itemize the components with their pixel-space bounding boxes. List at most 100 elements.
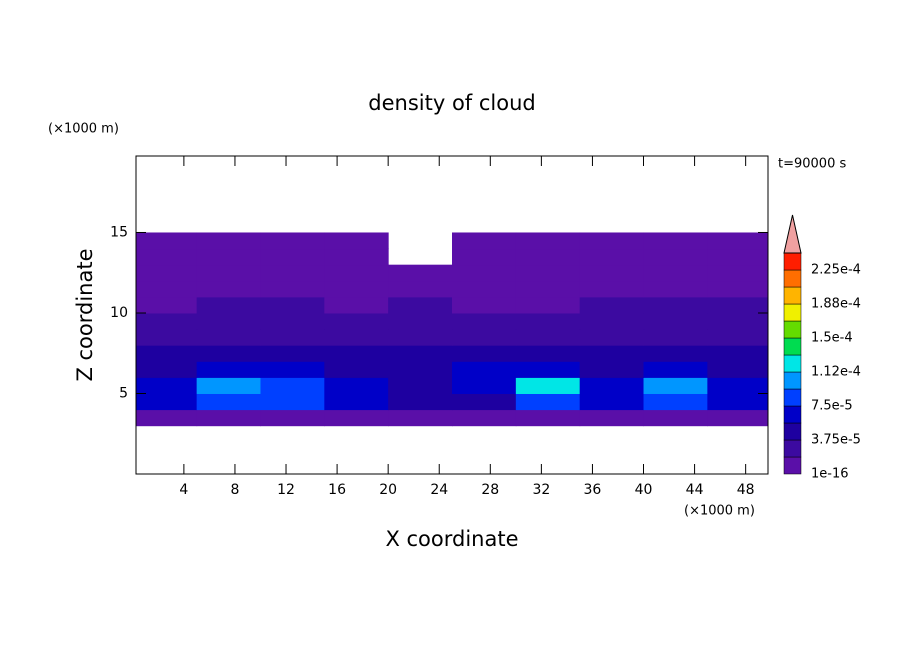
colorbar-band xyxy=(783,303,802,322)
contour-cell xyxy=(136,296,198,314)
contour-cell xyxy=(260,329,325,346)
colorbar-band xyxy=(783,456,802,475)
contour-cell xyxy=(643,409,708,427)
colorbar-band xyxy=(783,422,802,441)
contour-cell xyxy=(452,248,517,266)
colorbar-band xyxy=(783,388,802,407)
colorbar-label: 3.75e-5 xyxy=(811,433,861,448)
contour-cell xyxy=(579,393,645,411)
contour-field xyxy=(136,232,768,427)
colorbar-band xyxy=(783,354,802,373)
contour-cell xyxy=(643,393,708,411)
contour-cell xyxy=(515,264,581,282)
colorbar-band xyxy=(783,286,802,305)
contour-cell xyxy=(452,280,517,298)
contour-cell xyxy=(515,393,581,411)
contour-cell xyxy=(452,377,517,394)
contour-cell xyxy=(136,409,198,427)
contour-cell xyxy=(579,312,645,330)
colorbar-band xyxy=(783,252,802,271)
y-tick-label: 10 xyxy=(110,305,128,321)
contour-cell xyxy=(643,248,708,266)
contour-cell xyxy=(388,345,453,362)
contour-cell xyxy=(452,312,517,330)
contour-cell xyxy=(515,280,581,298)
contour-cell xyxy=(643,296,708,314)
x-tick-label: 40 xyxy=(635,482,653,498)
y-tick-label: 15 xyxy=(110,224,128,240)
contour-cell xyxy=(388,264,453,282)
contour-cell xyxy=(324,361,389,378)
contour-cell xyxy=(579,232,645,250)
colorbar-label: 2.25e-4 xyxy=(811,263,861,278)
contour-cell xyxy=(388,280,453,298)
contour-cell xyxy=(515,409,581,427)
x-tick-label: 12 xyxy=(277,482,295,498)
contour-cell xyxy=(707,377,768,394)
contour-cell xyxy=(515,296,581,314)
colorbar-band xyxy=(783,439,802,458)
contour-cell xyxy=(707,393,768,411)
contour-cell xyxy=(196,264,261,282)
contour-cell xyxy=(579,361,645,378)
colorbar-label: 1.5e-4 xyxy=(811,331,853,346)
contour-cell xyxy=(643,329,708,346)
contour-cell xyxy=(515,312,581,330)
contour-cell xyxy=(324,393,389,411)
contour-cell xyxy=(136,329,198,346)
contour-cell xyxy=(579,248,645,266)
contour-cell xyxy=(324,248,389,266)
contour-cell xyxy=(260,361,325,378)
x-tick-label: 4 xyxy=(179,482,188,498)
colorbar-extend xyxy=(783,214,802,254)
contour-cell xyxy=(707,296,768,314)
contour-cell xyxy=(324,296,389,314)
y-axis-label: Z coordinate xyxy=(73,248,97,381)
contour-cell xyxy=(452,409,517,427)
contour-cell xyxy=(136,248,198,266)
contour-cell xyxy=(324,409,389,427)
contour-cell xyxy=(136,393,198,411)
contour-cell xyxy=(707,409,768,427)
contour-cell xyxy=(324,280,389,298)
contour-cell xyxy=(196,345,261,362)
colorbar-label: 1.12e-4 xyxy=(811,365,861,380)
contour-cell xyxy=(452,393,517,411)
contour-cell xyxy=(643,361,708,378)
contour-cell xyxy=(260,393,325,411)
x-tick-label: 36 xyxy=(584,482,602,498)
contour-cell xyxy=(579,329,645,346)
contour-cell xyxy=(388,393,453,411)
contour-cell xyxy=(452,345,517,362)
x-tick-label: 16 xyxy=(328,482,346,498)
contour-cell xyxy=(260,296,325,314)
contour-cell xyxy=(515,329,581,346)
contour-cell xyxy=(579,409,645,427)
contour-cell xyxy=(452,296,517,314)
contour-cell xyxy=(196,312,261,330)
contour-cell xyxy=(388,377,453,394)
contour-cell xyxy=(388,409,453,427)
x-tick-label: 48 xyxy=(737,482,755,498)
contour-cell xyxy=(452,232,517,250)
contour-cell xyxy=(452,361,517,378)
contour-cell xyxy=(707,329,768,346)
x-tick-label: 32 xyxy=(532,482,550,498)
contour-cell xyxy=(260,377,325,394)
contour-cell xyxy=(643,232,708,250)
contour-cell xyxy=(260,312,325,330)
contour-cell xyxy=(196,232,261,250)
contour-cell xyxy=(707,232,768,250)
contour-cell xyxy=(579,264,645,282)
colorbar-label: 7.5e-5 xyxy=(811,399,853,414)
contour-cell xyxy=(515,232,581,250)
contour-cell xyxy=(707,280,768,298)
contour-cell xyxy=(707,248,768,266)
contour-cell xyxy=(643,312,708,330)
contour-cell xyxy=(324,312,389,330)
contour-cell xyxy=(388,296,453,314)
colorbar-band xyxy=(783,371,802,390)
contour-cell xyxy=(388,361,453,378)
time-label: t=90000 s xyxy=(778,157,846,172)
